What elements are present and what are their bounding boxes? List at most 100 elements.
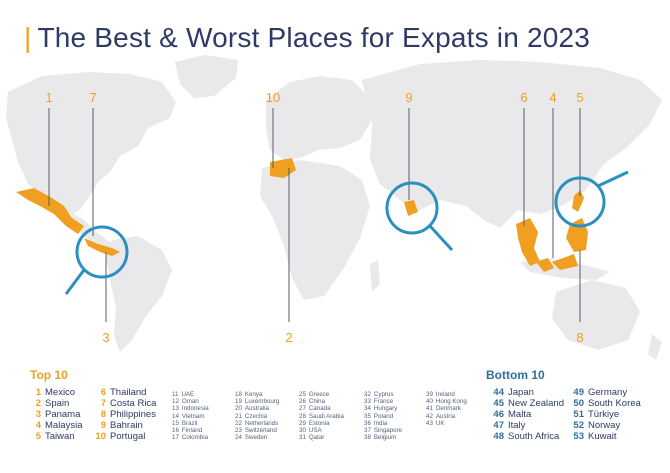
list-item: 53 Kuwait [573, 431, 617, 442]
title-text: The Best & Worst Places for Expats in 20… [37, 22, 591, 53]
callout-6: 6 [520, 90, 527, 105]
greenland-land [175, 55, 238, 98]
africa-land [260, 160, 370, 300]
list-item: 9 Bahrain [100, 420, 143, 431]
list-item: 4 Malaysia [35, 420, 83, 431]
top10-columns: 1 Mexico 2 Spain 3 Panama 4 Malaysia 5 Taiwan… [30, 387, 172, 442]
list-item: 48 South Africa [493, 431, 560, 442]
top10-col2: 6 Thailand 7 Costa Rica 8 Philippines 9 Bahr… [92, 387, 172, 442]
callout-2: 2 [285, 330, 292, 345]
bottom10-legend: Bottom 10 44 Japan 45 New Zealand 46 Malta … [486, 368, 656, 442]
callout-8: 8 [576, 330, 583, 345]
list-item: 1 Mexico [35, 387, 76, 398]
page-title: | The Best & Worst Places for Expats in 2… [24, 22, 590, 54]
magnifier-taiwan [554, 176, 606, 228]
list-item: 45 New Zealand [493, 398, 564, 409]
list-item: 21 Czechia [235, 412, 268, 420]
list-item: 42 Austria [426, 412, 456, 420]
list-item: 3 Panama [35, 409, 81, 420]
australia-land [552, 280, 640, 350]
callout-3: 3 [102, 330, 109, 345]
callout-4: 4 [549, 90, 556, 105]
top10-col1: 1 Mexico 2 Spain 3 Panama 4 Malaysia 5 Taiwan [30, 387, 92, 442]
list-item: 34 Hungary [364, 405, 398, 413]
bottom10-heading: Bottom 10 [486, 368, 545, 382]
middle-col-2: 18 Kenya 19 Luxembourg 20 Australia 21 Czech… [235, 391, 279, 441]
middle-col-4: 32 Cyprus 33 France 34 Hungary 35 Poland 36 I… [364, 391, 402, 441]
callout-5: 5 [576, 90, 583, 105]
list-item: 11 UAE [172, 391, 195, 398]
callout-1: 1 [45, 90, 52, 105]
list-item: 39 Ireland [426, 391, 455, 398]
magnifier-americas-handle [64, 269, 86, 295]
asia-land [362, 60, 662, 228]
bottom10-col2: 49 Germany 50 South Korea 51 Türkiye 52 Norw… [566, 387, 656, 442]
list-item: 16 Finland [172, 427, 203, 435]
highlighted-countries [16, 158, 588, 272]
malaysia-borneo-shape [552, 254, 578, 270]
madagascar-land [370, 260, 380, 292]
magnifier-bahrain [385, 181, 439, 235]
list-item: 29 Estonia [299, 419, 330, 427]
list-item: 2 Spain [35, 398, 70, 409]
list-item: 40 Hong Kong [426, 398, 467, 406]
list-item: 41 Denmark [426, 405, 461, 413]
new-zealand-land [648, 334, 662, 360]
list-item: 38 Belgium [364, 434, 397, 442]
world-map: 1 7 10 9 6 4 5 3 2 8 [6, 55, 662, 360]
title-accent-bar: | [24, 22, 32, 53]
list-item: 12 Oman [172, 398, 199, 406]
malaysia-shape [536, 258, 554, 272]
list-item: 7 Costa Rica [100, 398, 157, 409]
thailand-shape [516, 218, 540, 266]
magnifier-americas [75, 225, 129, 279]
list-item: 6 Thailand [100, 387, 147, 398]
list-item: 19 Luxembourg [235, 398, 280, 406]
list-item: 27 Canada [299, 405, 331, 413]
list-item: 14 Vietnam [172, 412, 205, 420]
magnifier-taiwan-handle [597, 170, 629, 188]
list-item: 23 Switzerland [235, 427, 277, 435]
list-item: 17 Colombia [172, 434, 209, 442]
list-item: 13 Indonesia [172, 405, 209, 413]
list-item: 36 India [364, 419, 388, 427]
leader-lines [48, 108, 581, 322]
bottom10-columns: 44 Japan 45 New Zealand 46 Malta 47 Italy 48… [486, 387, 656, 442]
magnifiers [64, 170, 629, 295]
land-masses [6, 55, 662, 360]
list-item: 33 France [364, 398, 394, 406]
list-item: 49 Germany [573, 387, 628, 398]
list-item: 37 Singapore [364, 427, 403, 435]
list-item: 32 Cyprus [364, 391, 394, 398]
list-item: 30 USA [299, 427, 322, 435]
list-item: 51 Türkiye [573, 409, 620, 420]
bahrain-shape [404, 200, 418, 216]
callout-7: 7 [89, 90, 96, 105]
list-item: 31 Qatar [299, 434, 325, 442]
list-item: 20 Australia [235, 405, 269, 413]
list-item: 50 South Korea [573, 398, 641, 409]
list-item: 22 Netherlands [235, 419, 279, 427]
bottom10-col1: 44 Japan 45 New Zealand 46 Malta 47 Italy 48… [486, 387, 566, 442]
magnifier-bahrain-handle [428, 224, 454, 252]
middle-col-5: 39 Ireland 40 Hong Kong 41 Denmark 42 Austri… [426, 391, 467, 427]
list-item: 44 Japan [493, 387, 534, 398]
list-item: 46 Malta [493, 409, 532, 420]
list-item: 26 China [299, 398, 326, 406]
costa-rica-panama-shape [84, 238, 120, 256]
europe-land [266, 76, 372, 160]
list-item: 43 UK [426, 419, 445, 427]
middle-col-1: 11 UAE 12 Oman 13 Indonesia 14 Vietnam 15 Bra… [172, 391, 209, 441]
list-item: 28 Saudi Arabia [299, 412, 344, 420]
list-item: 24 Sweden [235, 434, 268, 442]
list-item: 52 Norway [573, 420, 621, 431]
top10-heading: Top 10 [30, 368, 68, 382]
list-item: 47 Italy [493, 420, 526, 431]
list-item: 8 Philippines [100, 409, 156, 420]
taiwan-shape [572, 190, 584, 212]
top10-legend: Top 10 1 Mexico 2 Spain 3 Panama 4 Malaysia … [30, 368, 172, 442]
list-item: 10 Portugal [95, 431, 146, 442]
callout-10: 10 [266, 90, 280, 105]
list-item: 35 Poland [364, 412, 394, 420]
list-item: 18 Kenya [235, 391, 263, 398]
